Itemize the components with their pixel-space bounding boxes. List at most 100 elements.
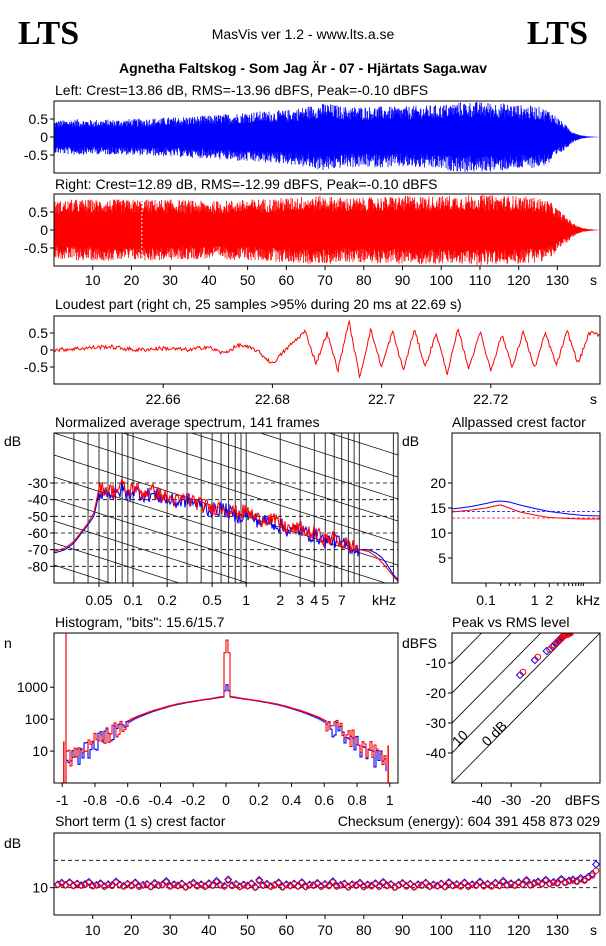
short-term-crest-right-point bbox=[85, 879, 92, 886]
left-channel-ytick-label: -0.5 bbox=[24, 147, 48, 163]
histogram-xtick-label: 0.4 bbox=[282, 792, 302, 808]
short-term-crest-right-point bbox=[225, 877, 232, 884]
short-term-crest-right-point bbox=[469, 881, 476, 889]
short-term-crest-frame bbox=[53, 832, 601, 916]
short-term-crest-right-point bbox=[283, 881, 290, 889]
short-term-crest-right-point bbox=[252, 884, 259, 891]
right-channel-xtick-label: 40 bbox=[201, 272, 217, 288]
allpassed-crest-xtick-label: 1 bbox=[531, 592, 539, 608]
spectrum-ytick-label: -50 bbox=[28, 508, 48, 524]
short-term-crest-right-point bbox=[155, 882, 162, 889]
loudest-part-ytick-label: -0.5 bbox=[24, 359, 48, 375]
spectrum-frame bbox=[53, 432, 399, 584]
histogram-xtick-label: -0.2 bbox=[181, 792, 205, 808]
short-term-crest-right-point bbox=[78, 882, 85, 889]
allpassed-crest-ylabel: dB bbox=[402, 433, 419, 449]
short-term-crest-right-point bbox=[542, 877, 549, 884]
short-term-crest-right-point bbox=[194, 883, 201, 890]
short-term-crest-right-point bbox=[229, 882, 236, 890]
allpassed-crest-ytick-label: 15 bbox=[430, 500, 446, 516]
spectrum-xtick-label: 0.5 bbox=[202, 592, 222, 608]
histogram-xtick-label: 0.6 bbox=[315, 792, 335, 808]
right-channel-axes: 0.5 0 -0.5 10 20 30 40 50 60 70 80 90 100 110 120 130 s bbox=[24, 204, 597, 288]
short-term-crest-right-point bbox=[240, 882, 247, 889]
peak-vs-rms-xtick-label: -40 bbox=[471, 792, 491, 808]
loudest-part-frame bbox=[53, 315, 601, 385]
short-term-crest-right-point bbox=[205, 881, 212, 888]
histogram-xtick-label: 0 bbox=[222, 792, 230, 808]
histogram-curves bbox=[63, 633, 389, 783]
histogram-ytick-label: 100 bbox=[25, 711, 49, 727]
short-term-crest-right-point bbox=[124, 881, 131, 888]
loudest-part-signal bbox=[54, 319, 600, 379]
loudest-part-axes: 0.50-0.5 22.66 22.68 22.7 22.72 s bbox=[24, 325, 597, 407]
spectrum-axes: dB -30-40-50-60-70-80 0.05 0.1 0.2 0.5 1 2 3 4 5 7 k… bbox=[4, 433, 396, 608]
short-term-crest-right-point bbox=[581, 877, 588, 884]
short-term-crest-xtick-label: 80 bbox=[356, 922, 372, 938]
short-term-crest-left-point bbox=[592, 860, 600, 869]
short-term-crest-right-point bbox=[562, 879, 569, 887]
spectrum-ylabel: dB bbox=[4, 433, 21, 449]
short-term-crest-right-point bbox=[496, 882, 503, 890]
short-term-crest-right-point bbox=[221, 883, 228, 890]
short-term-crest-right-point bbox=[449, 882, 456, 890]
spectrum-xtick-label: 1 bbox=[242, 592, 250, 608]
peak-vs-rms-xtick-label: -30 bbox=[501, 792, 521, 808]
loudest-part-title: Loudest part (right ch, 25 samples >95% … bbox=[55, 296, 462, 312]
short-term-crest-right-point bbox=[472, 882, 480, 889]
left-channel-ytick-label: 0 bbox=[40, 129, 48, 145]
short-term-crest-right-point bbox=[356, 880, 364, 887]
short-term-crest-right-point bbox=[531, 880, 538, 887]
allpassed-crest-ytick-label: 10 bbox=[430, 525, 446, 541]
short-term-crest-right-point bbox=[569, 877, 576, 884]
short-term-crest-right-point bbox=[457, 883, 464, 890]
right-channel-xunit: s bbox=[590, 272, 597, 288]
short-term-crest-right-point bbox=[325, 882, 333, 890]
loudest-part-xtick-label: 22.68 bbox=[255, 391, 290, 407]
peak-vs-rms-left-point bbox=[515, 670, 525, 680]
peak-vs-rms-xtick-label: -20 bbox=[531, 792, 551, 808]
short-term-crest-title: Short term (1 s) crest factor bbox=[55, 813, 226, 829]
spectrum-slope-line bbox=[54, 498, 318, 583]
peak-vs-rms-diagonal-label: 0 dB bbox=[478, 717, 510, 749]
short-term-crest-right-point bbox=[314, 880, 321, 887]
short-term-crest-right-point bbox=[349, 881, 356, 889]
short-term-crest-right-point bbox=[54, 881, 61, 889]
spectrum-slope-line bbox=[54, 257, 398, 367]
allpassed-crest-right-curve bbox=[452, 504, 600, 520]
short-term-crest-right-point bbox=[267, 883, 274, 890]
short-term-crest-right-point bbox=[527, 882, 534, 889]
peak-vs-rms-ytick-label: -30 bbox=[426, 715, 446, 731]
short-term-crest-left-point bbox=[162, 877, 171, 886]
short-term-crest-right-point bbox=[445, 879, 453, 887]
short-term-crest-xtick-label: 50 bbox=[240, 922, 256, 938]
short-term-crest-right-point bbox=[558, 876, 565, 884]
short-term-crest-right-point bbox=[399, 880, 406, 887]
short-term-crest-left-point bbox=[522, 875, 531, 885]
right-channel-xtick-label: 70 bbox=[317, 272, 333, 288]
spectrum-curves bbox=[54, 478, 398, 582]
loudest-part-xtick-label: 22.7 bbox=[368, 391, 395, 407]
peak-vs-rms-title: Peak vs RMS level bbox=[452, 614, 569, 630]
loudest-part-waveform bbox=[54, 319, 600, 379]
lts-logo-left: LTS bbox=[18, 15, 79, 52]
spectrum-xtick-label: 4 bbox=[310, 592, 318, 608]
right-channel-xtick-label: 130 bbox=[546, 272, 570, 288]
right-channel-xtick-label: 90 bbox=[395, 272, 411, 288]
loudest-part-ytick-label: 0 bbox=[40, 342, 48, 358]
spectrum-ytick-label: -60 bbox=[28, 525, 48, 541]
short-term-crest-right-point bbox=[298, 879, 305, 887]
right-channel-xtick-label: 30 bbox=[162, 272, 178, 288]
histogram-xtick-label: -0.4 bbox=[148, 792, 172, 808]
spectrum-xunit: kHz bbox=[372, 592, 396, 608]
short-term-crest-xtick-label: 30 bbox=[162, 922, 178, 938]
spectrum-xtick-label: 5 bbox=[321, 592, 329, 608]
spectrum-left-curve bbox=[54, 481, 398, 581]
peak-vs-rms-frame bbox=[451, 632, 601, 784]
histogram-xtick-label: -1 bbox=[56, 792, 69, 808]
short-term-crest-xtick-label: 20 bbox=[124, 922, 140, 938]
loudest-part-xtick-label: 22.72 bbox=[473, 391, 508, 407]
right-channel-signal bbox=[54, 194, 600, 266]
histogram-ytick-label: 1000 bbox=[17, 679, 48, 695]
